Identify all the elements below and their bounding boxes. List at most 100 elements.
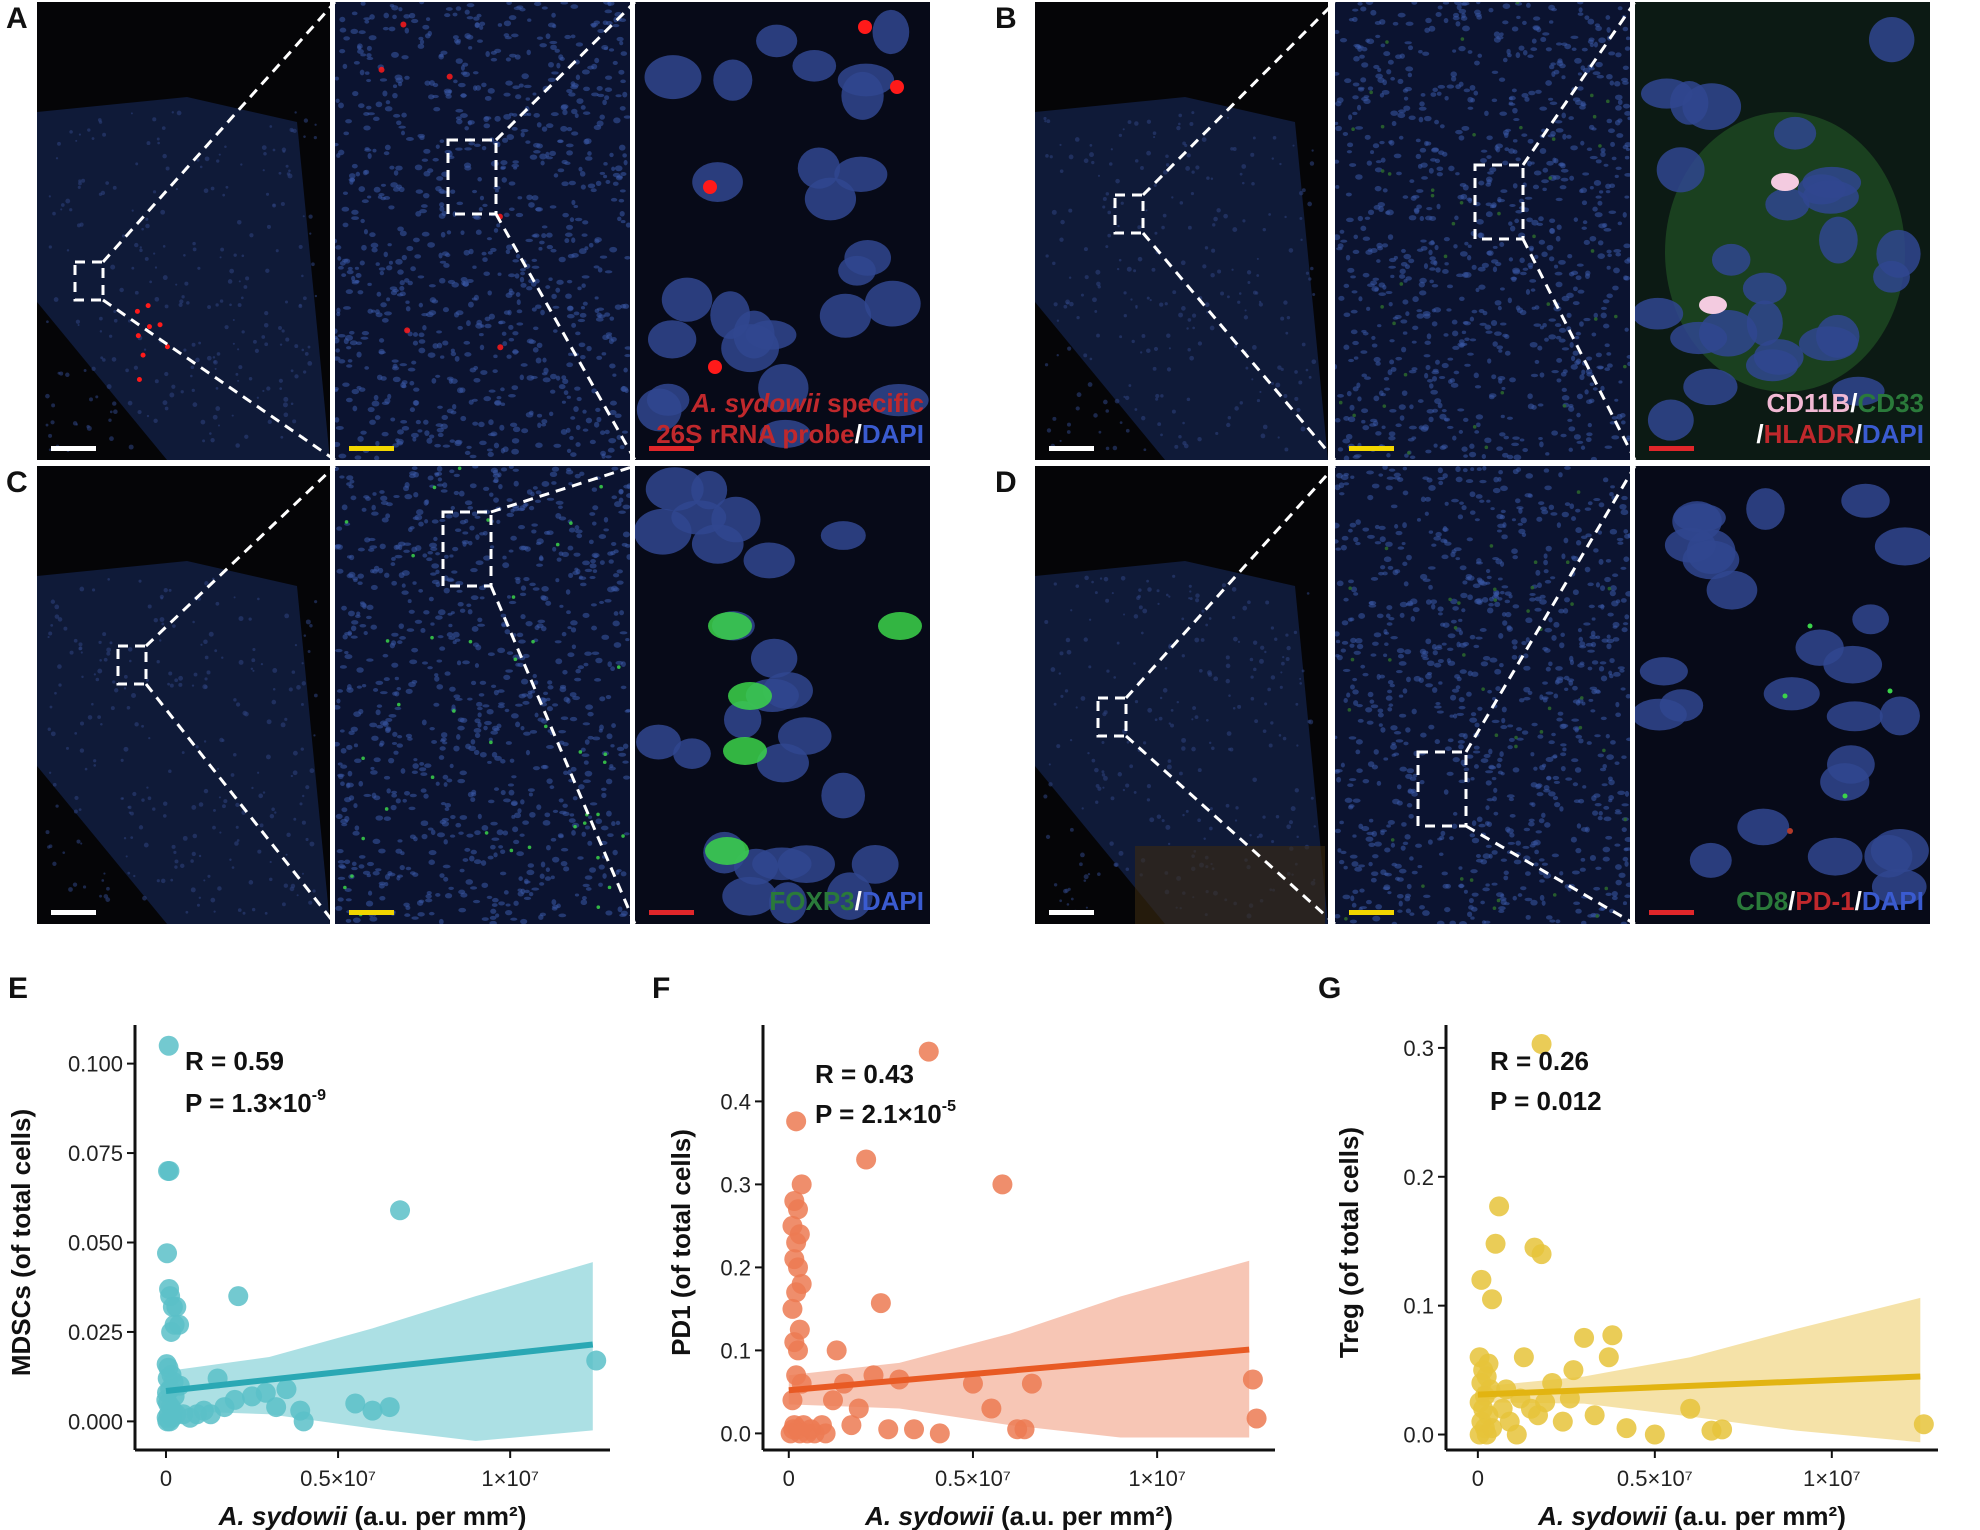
nucleus bbox=[473, 365, 479, 371]
nucleus bbox=[1831, 376, 1885, 406]
nucleus-dot bbox=[55, 804, 59, 808]
nucleus-dot bbox=[217, 424, 221, 427]
nucleus bbox=[1380, 43, 1386, 48]
nucleus bbox=[505, 903, 511, 907]
stain-text: HLADR bbox=[1763, 419, 1855, 449]
nucleus bbox=[597, 28, 605, 34]
nucleus-dot bbox=[125, 855, 128, 858]
nucleus-dot bbox=[1089, 143, 1093, 147]
nucleus bbox=[541, 595, 549, 601]
nucleus bbox=[566, 427, 571, 433]
nucleus-dot bbox=[238, 616, 244, 622]
nucleus-dot bbox=[1308, 277, 1312, 281]
nucleus-dot bbox=[134, 242, 139, 248]
nucleus bbox=[413, 400, 419, 406]
nucleus bbox=[622, 153, 627, 158]
nucleus-dot bbox=[81, 178, 86, 183]
nucleus-dot bbox=[234, 841, 239, 846]
nucleus bbox=[574, 893, 580, 897]
nucleus bbox=[508, 337, 515, 342]
nucleus-dot bbox=[207, 874, 211, 878]
nucleus bbox=[1456, 273, 1464, 278]
nucleus-dot bbox=[294, 111, 297, 114]
nucleus bbox=[1353, 56, 1360, 62]
nucleus bbox=[1530, 47, 1538, 52]
nucleus bbox=[373, 186, 381, 193]
nucleus bbox=[374, 455, 380, 460]
nucleus-dot bbox=[1134, 159, 1139, 163]
nucleus bbox=[496, 519, 501, 524]
nucleus bbox=[466, 445, 472, 449]
nucleus bbox=[1389, 339, 1395, 343]
nucleus bbox=[455, 116, 462, 121]
nucleus bbox=[350, 495, 357, 501]
nucleus-dot bbox=[54, 691, 57, 695]
nucleus bbox=[1515, 305, 1521, 311]
nucleus bbox=[490, 50, 497, 55]
nucleus-dot bbox=[52, 861, 57, 866]
nucleus-dot bbox=[196, 158, 200, 162]
nucleus bbox=[609, 316, 615, 321]
nucleus bbox=[1473, 372, 1479, 379]
nucleus bbox=[545, 33, 551, 40]
nucleus-dot bbox=[1131, 339, 1135, 344]
nucleus bbox=[560, 428, 568, 435]
nucleus bbox=[1520, 271, 1527, 276]
signal-dot bbox=[1403, 372, 1408, 377]
nucleus bbox=[488, 389, 496, 393]
nucleus bbox=[548, 61, 554, 68]
nucleus bbox=[1515, 209, 1523, 214]
nucleus bbox=[342, 222, 349, 228]
nucleus bbox=[371, 735, 379, 741]
nucleus bbox=[439, 139, 445, 144]
nucleus-dot bbox=[147, 796, 152, 801]
nucleus-dot bbox=[241, 254, 245, 258]
nucleus-dot bbox=[143, 842, 149, 848]
nucleus bbox=[1446, 425, 1454, 429]
nucleus bbox=[1555, 128, 1564, 133]
nucleus-dot bbox=[305, 785, 310, 790]
nucleus bbox=[552, 329, 558, 333]
nucleus bbox=[1491, 70, 1499, 74]
nucleus bbox=[1595, 352, 1602, 358]
nucleus bbox=[380, 495, 388, 501]
nucleus-dot bbox=[229, 858, 232, 861]
nucleus bbox=[1370, 150, 1375, 155]
nucleus bbox=[349, 177, 356, 183]
nucleus bbox=[1567, 254, 1573, 259]
nucleus-dot bbox=[1165, 163, 1170, 167]
nucleus bbox=[474, 732, 481, 738]
nucleus bbox=[536, 413, 543, 418]
nucleus bbox=[431, 299, 439, 304]
nucleus-dot bbox=[279, 343, 283, 346]
nucleus-dot bbox=[286, 832, 291, 838]
nucleus bbox=[1374, 167, 1383, 173]
nucleus-dot bbox=[192, 402, 198, 407]
nucleus bbox=[508, 290, 515, 296]
nucleus bbox=[1682, 83, 1742, 131]
nucleus bbox=[516, 253, 521, 259]
nucleus bbox=[511, 126, 518, 131]
signal-dot bbox=[1519, 125, 1523, 130]
nucleus bbox=[1504, 147, 1510, 152]
nucleus-dot bbox=[1232, 227, 1238, 233]
nucleus-dot bbox=[1309, 161, 1315, 166]
tissue-section bbox=[37, 97, 330, 460]
nucleus bbox=[1576, 393, 1583, 400]
nucleus bbox=[1507, 297, 1512, 304]
nucleus-dot bbox=[302, 296, 307, 301]
nucleus bbox=[1527, 54, 1534, 58]
nucleus bbox=[1347, 267, 1355, 273]
nucleus bbox=[1461, 446, 1468, 452]
nucleus bbox=[1335, 159, 1340, 164]
stain-text: CD33 bbox=[1857, 388, 1924, 418]
nucleus-dot bbox=[261, 335, 266, 339]
zoom-box bbox=[116, 644, 148, 686]
nucleus bbox=[1574, 335, 1580, 340]
nucleus bbox=[540, 309, 545, 316]
nucleus bbox=[1444, 262, 1449, 266]
nucleus-dot bbox=[91, 366, 96, 371]
nucleus bbox=[520, 363, 528, 367]
nucleus bbox=[483, 123, 491, 129]
nucleus bbox=[487, 290, 492, 296]
